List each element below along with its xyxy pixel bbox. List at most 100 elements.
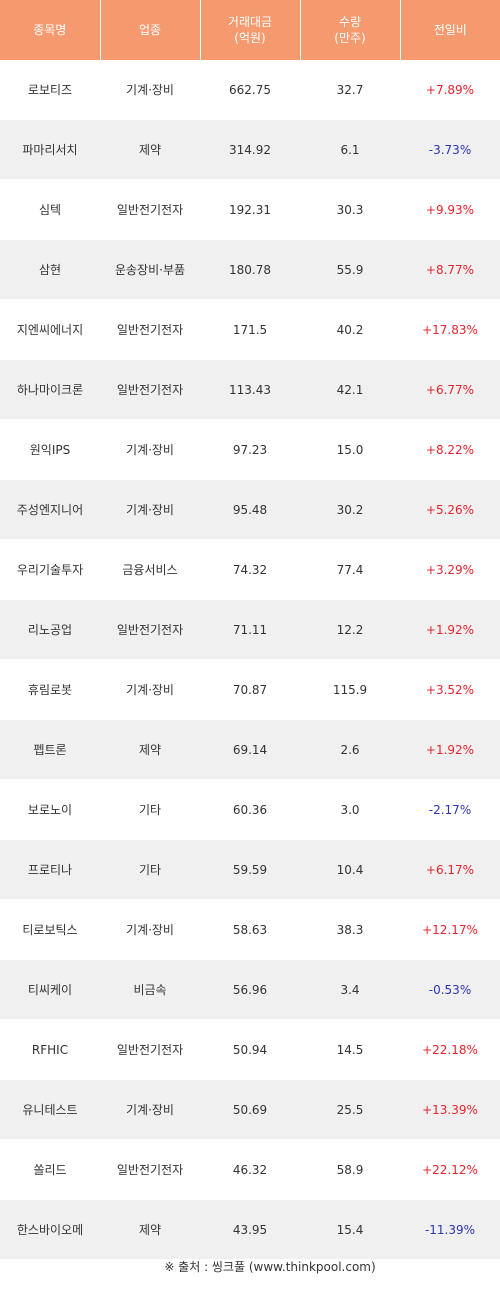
stock-table: 종목명 업종 거래대금 (억원) 수량 (만주) 전일비 로보티즈 기계·장비 66… [0, 0, 500, 1260]
table-row: 휴림로봇 기계·장비 70.87 115.9 +3.52% [0, 659, 500, 720]
table-row: 보로노이 기타 60.36 3.0 -2.17% [0, 779, 500, 840]
cell-trade-amount: 50.94 [200, 1019, 300, 1080]
cell-stock-name: 한스바이오메 [0, 1199, 100, 1260]
table-row: 파마리서치 제약 314.92 6.1 -3.73% [0, 119, 500, 180]
cell-change: -0.53% [400, 959, 500, 1020]
table-row: 프로티나 기타 59.59 10.4 +6.17% [0, 839, 500, 900]
cell-volume: 3.4 [300, 959, 400, 1020]
cell-volume: 6.1 [300, 119, 400, 180]
cell-stock-name: 휴림로봇 [0, 659, 100, 720]
cell-volume: 42.1 [300, 359, 400, 420]
cell-sector: 일반전기전자 [100, 1019, 200, 1080]
cell-sector: 기타 [100, 839, 200, 900]
cell-stock-name: 보로노이 [0, 779, 100, 840]
cell-trade-amount: 171.5 [200, 299, 300, 360]
cell-volume: 12.2 [300, 599, 400, 660]
cell-change: +1.92% [400, 599, 500, 660]
cell-change: -3.73% [400, 119, 500, 180]
cell-stock-name: 티로보틱스 [0, 899, 100, 960]
cell-volume: 30.2 [300, 479, 400, 540]
cell-trade-amount: 46.32 [200, 1139, 300, 1200]
cell-stock-name: 하나마이크론 [0, 359, 100, 420]
cell-sector: 일반전기전자 [100, 599, 200, 660]
cell-trade-amount: 180.78 [200, 239, 300, 300]
table-row: 쏠리드 일반전기전자 46.32 58.9 +22.12% [0, 1139, 500, 1200]
table-row: 우리기술투자 금융서비스 74.32 77.4 +3.29% [0, 539, 500, 600]
cell-sector: 일반전기전자 [100, 299, 200, 360]
cell-change: +22.12% [400, 1139, 500, 1200]
cell-stock-name: 우리기술투자 [0, 539, 100, 600]
cell-trade-amount: 50.69 [200, 1079, 300, 1140]
cell-stock-name: 프로티나 [0, 839, 100, 900]
cell-stock-name: 유니테스트 [0, 1079, 100, 1140]
cell-change: +1.92% [400, 719, 500, 780]
cell-stock-name: 펩트론 [0, 719, 100, 780]
cell-trade-amount: 59.59 [200, 839, 300, 900]
header-sector: 업종 [100, 0, 201, 60]
cell-change: +3.52% [400, 659, 500, 720]
cell-volume: 10.4 [300, 839, 400, 900]
cell-sector: 기타 [100, 779, 200, 840]
table-row: 주성엔지니어 기계·장비 95.48 30.2 +5.26% [0, 479, 500, 540]
cell-trade-amount: 43.95 [200, 1199, 300, 1260]
cell-sector: 비금속 [100, 959, 200, 1020]
cell-volume: 77.4 [300, 539, 400, 600]
table-row: 원익IPS 기계·장비 97.23 15.0 +8.22% [0, 419, 500, 480]
cell-trade-amount: 314.92 [200, 119, 300, 180]
cell-stock-name: RFHIC [0, 1019, 100, 1080]
cell-stock-name: 리노공업 [0, 599, 100, 660]
cell-volume: 115.9 [300, 659, 400, 720]
cell-sector: 제약 [100, 719, 200, 780]
cell-volume: 38.3 [300, 899, 400, 960]
cell-volume: 58.9 [300, 1139, 400, 1200]
cell-sector: 일반전기전자 [100, 359, 200, 420]
cell-volume: 25.5 [300, 1079, 400, 1140]
table-row: 심텍 일반전기전자 192.31 30.3 +9.93% [0, 179, 500, 240]
cell-change: +13.39% [400, 1079, 500, 1140]
cell-sector: 기계·장비 [100, 1079, 200, 1140]
cell-sector: 금융서비스 [100, 539, 200, 600]
cell-sector: 일반전기전자 [100, 1139, 200, 1200]
cell-stock-name: 지엔씨에너지 [0, 299, 100, 360]
header-volume-unit: (만주) [334, 31, 366, 45]
cell-stock-name: 원익IPS [0, 419, 100, 480]
cell-sector: 운송장비·부품 [100, 239, 200, 300]
table-row: 유니테스트 기계·장비 50.69 25.5 +13.39% [0, 1079, 500, 1140]
table-row: 지엔씨에너지 일반전기전자 171.5 40.2 +17.83% [0, 299, 500, 360]
cell-stock-name: 삼현 [0, 239, 100, 300]
cell-sector: 기계·장비 [100, 479, 200, 540]
cell-change: -11.39% [400, 1199, 500, 1260]
header-name: 종목명 [0, 0, 101, 60]
cell-trade-amount: 56.96 [200, 959, 300, 1020]
table-row: 삼현 운송장비·부품 180.78 55.9 +8.77% [0, 239, 500, 300]
header-volume: 수량 (만주) [300, 0, 401, 60]
header-volume-title: 수량 [338, 15, 362, 29]
cell-sector: 일반전기전자 [100, 179, 200, 240]
table-body: 로보티즈 기계·장비 662.75 32.7 +7.89% 파마리서치 제약 314.92 6.… [0, 60, 500, 1260]
header-amount-unit: (억원) [234, 31, 266, 45]
cell-trade-amount: 662.75 [200, 60, 300, 120]
cell-change: +9.93% [400, 179, 500, 240]
cell-stock-name: 쏠리드 [0, 1139, 100, 1200]
source-note: ※ 출처 : 씽크풀 (www.thinkpool.com) [164, 1260, 376, 1274]
cell-volume: 55.9 [300, 239, 400, 300]
header-change: 전일비 [400, 0, 500, 60]
cell-trade-amount: 69.14 [200, 719, 300, 780]
cell-change: +22.18% [400, 1019, 500, 1080]
cell-change: +12.17% [400, 899, 500, 960]
header-amount-title: 거래대금 [227, 15, 273, 29]
cell-change: +3.29% [400, 539, 500, 600]
cell-trade-amount: 70.87 [200, 659, 300, 720]
cell-volume: 2.6 [300, 719, 400, 780]
cell-change: -2.17% [400, 779, 500, 840]
cell-volume: 3.0 [300, 779, 400, 840]
cell-stock-name: 주성엔지니어 [0, 479, 100, 540]
cell-trade-amount: 192.31 [200, 179, 300, 240]
table-row: 로보티즈 기계·장비 662.75 32.7 +7.89% [0, 60, 500, 120]
cell-trade-amount: 97.23 [200, 419, 300, 480]
table-row: 펩트론 제약 69.14 2.6 +1.92% [0, 719, 500, 780]
cell-trade-amount: 113.43 [200, 359, 300, 420]
table-row: 하나마이크론 일반전기전자 113.43 42.1 +6.77% [0, 359, 500, 420]
cell-change: +8.22% [400, 419, 500, 480]
